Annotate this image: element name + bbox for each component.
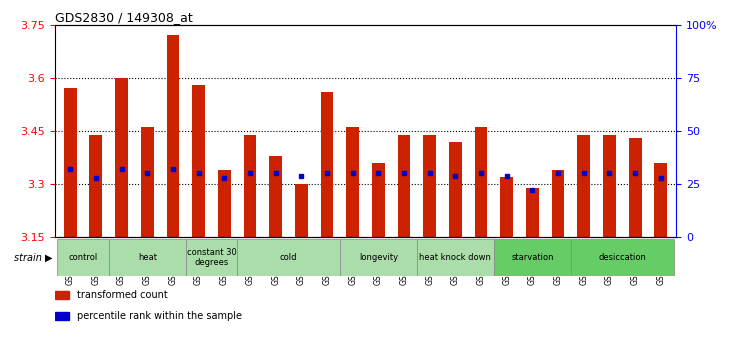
Bar — [55, 312, 69, 320]
Bar — [494, 239, 571, 276]
Text: control: control — [69, 253, 98, 262]
Bar — [269, 156, 282, 237]
Text: constant 30
degrees: constant 30 degrees — [186, 248, 236, 267]
Text: heat knock down: heat knock down — [420, 253, 491, 262]
Bar — [64, 88, 77, 237]
Bar — [141, 127, 154, 237]
Bar — [89, 135, 102, 237]
Text: transformed count: transformed count — [77, 290, 167, 299]
Bar — [423, 135, 436, 237]
Text: heat: heat — [137, 253, 156, 262]
Bar — [526, 188, 539, 237]
Bar — [346, 127, 359, 237]
Bar — [115, 78, 128, 237]
Bar — [629, 138, 642, 237]
Bar — [295, 184, 308, 237]
Bar — [500, 177, 513, 237]
Text: desiccation: desiccation — [598, 253, 646, 262]
Bar — [218, 170, 231, 237]
Bar — [243, 135, 257, 237]
Bar — [552, 170, 564, 237]
Text: percentile rank within the sample: percentile rank within the sample — [77, 311, 242, 321]
Bar — [372, 163, 385, 237]
Bar — [571, 239, 673, 276]
Bar — [186, 239, 237, 276]
Bar — [237, 239, 340, 276]
Bar — [109, 239, 186, 276]
Bar — [449, 142, 462, 237]
Bar — [167, 35, 179, 237]
Bar — [340, 239, 417, 276]
Bar — [398, 135, 410, 237]
Text: starvation: starvation — [511, 253, 553, 262]
Bar — [192, 85, 205, 237]
Bar — [474, 127, 488, 237]
Bar — [417, 239, 494, 276]
Text: cold: cold — [280, 253, 298, 262]
Bar — [654, 163, 667, 237]
Text: GDS2830 / 149308_at: GDS2830 / 149308_at — [55, 11, 192, 24]
Bar — [58, 239, 109, 276]
Text: longevity: longevity — [359, 253, 398, 262]
Bar — [603, 135, 616, 237]
Bar — [321, 92, 333, 237]
Text: strain ▶: strain ▶ — [14, 252, 52, 263]
Bar — [55, 291, 69, 299]
Bar — [577, 135, 590, 237]
